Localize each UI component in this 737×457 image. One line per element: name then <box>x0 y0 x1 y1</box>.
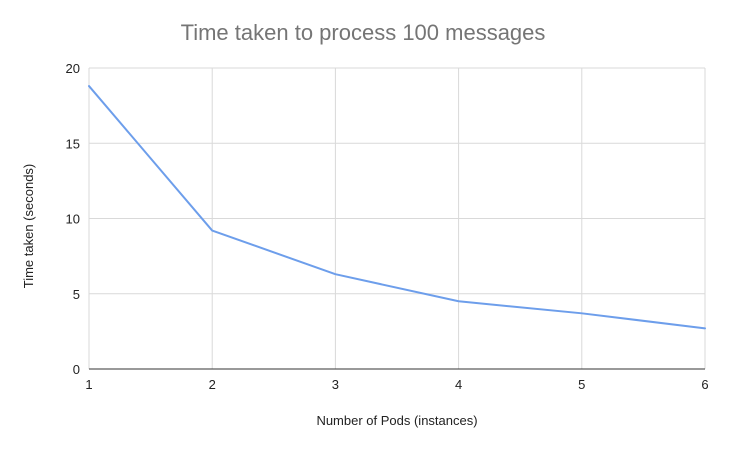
y-axis-ticks: 0 5 10 15 20 <box>66 61 80 377</box>
x-axis-label: Number of Pods (instances) <box>316 413 477 428</box>
grid-lines <box>88 67 706 370</box>
x-tick-label: 2 <box>209 377 216 392</box>
data-point <box>580 311 584 315</box>
series-layer <box>87 84 707 330</box>
x-tick-label: 4 <box>455 377 462 392</box>
y-axis-label: Time taken (seconds) <box>21 164 36 289</box>
y-tick-label: 0 <box>73 362 80 377</box>
y-tick-label: 20 <box>66 61 80 76</box>
y-tick-label: 5 <box>73 287 80 302</box>
data-point <box>457 299 461 303</box>
x-tick-label: 3 <box>332 377 339 392</box>
data-point <box>703 326 707 330</box>
x-tick-label: 5 <box>578 377 585 392</box>
data-point <box>333 272 337 276</box>
x-axis-ticks: 1 2 3 4 5 6 <box>85 377 708 392</box>
data-point <box>87 84 91 88</box>
series-line <box>88 85 706 330</box>
data-point <box>210 229 214 233</box>
y-tick-label: 10 <box>66 212 80 227</box>
y-tick-label: 15 <box>66 136 80 151</box>
x-tick-label: 1 <box>85 377 92 392</box>
x-tick-label: 6 <box>701 377 708 392</box>
chart-title: Time taken to process 100 messages <box>181 20 546 45</box>
